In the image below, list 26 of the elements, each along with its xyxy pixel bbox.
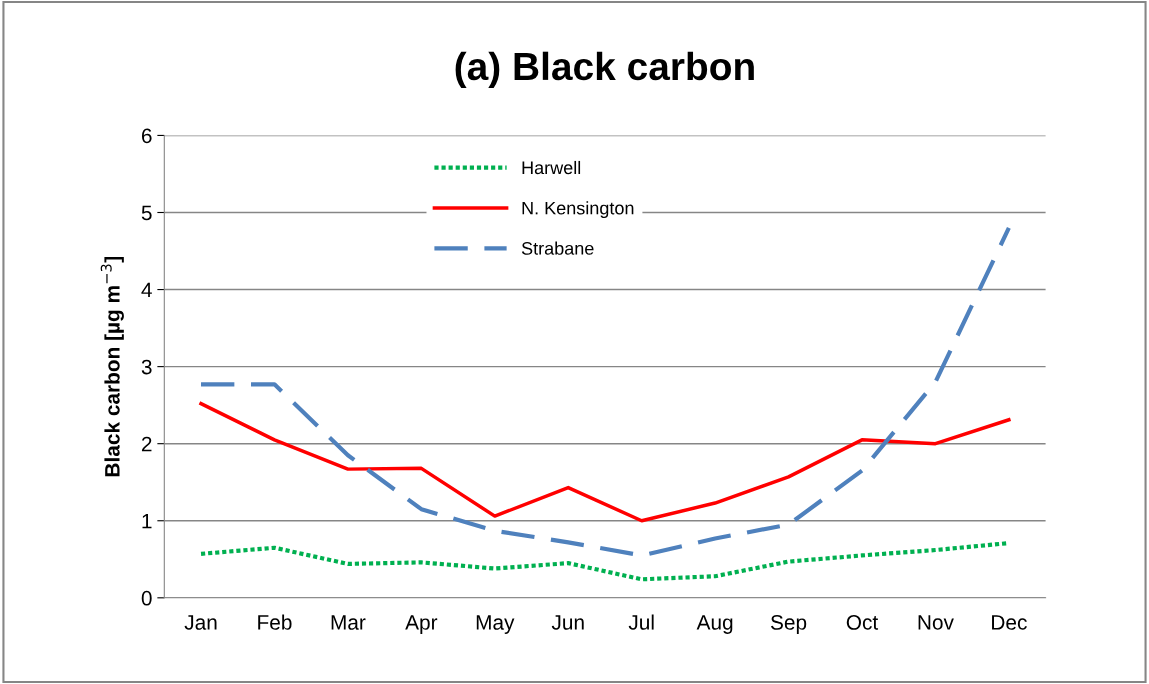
y-tick-label: 4 (141, 282, 152, 298)
x-tick-label: Sep (770, 615, 807, 634)
x-tick-label: Feb (258, 614, 292, 630)
legend-label: Strabane (521, 241, 594, 255)
y-axis-title: Black carbon [µg m$^{−3}$] (100, 256, 124, 477)
y-tick-label: 3 (141, 359, 152, 375)
x-tick-label: May (476, 615, 515, 634)
y-tick-label: 5 (141, 205, 152, 221)
y-tick-label: 6 (141, 128, 152, 144)
x-tick-label: Jul (628, 614, 654, 630)
x-tick-label: Oct (846, 615, 879, 630)
legend-label: Harwell (522, 160, 581, 175)
y-tick-label: 2 (141, 436, 152, 452)
x-tick-label: Mar (331, 615, 366, 630)
x-tick-label: Aug (696, 615, 733, 634)
line-series (199, 401, 1011, 523)
y-tick-label: 0 (141, 590, 152, 606)
chart-title: (a) Black carbon (455, 51, 754, 88)
legend-label: N. Kensington (522, 201, 634, 219)
x-tick-label: Jan (184, 615, 217, 630)
line-series (198, 225, 1011, 558)
x-tick-label: Jun (551, 615, 584, 630)
x-tick-label: Dec (992, 615, 1027, 630)
x-tick-label: Apr (405, 615, 438, 634)
x-tick-label: Nov (918, 615, 954, 630)
y-tick-label: 1 (142, 513, 152, 529)
